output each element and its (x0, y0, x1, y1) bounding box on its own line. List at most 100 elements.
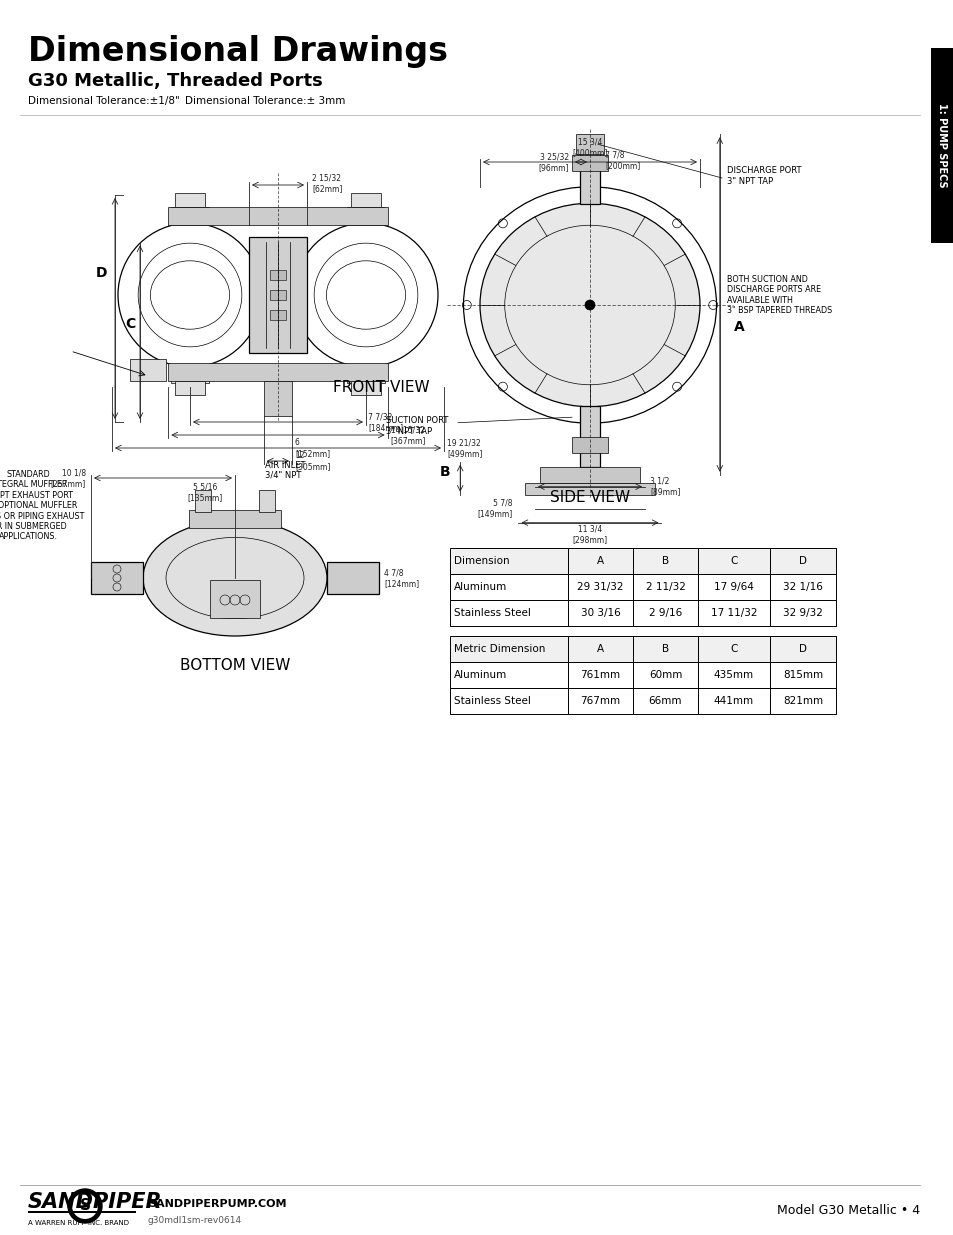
Text: A: A (597, 643, 603, 655)
Bar (270, 310, 286, 320)
Bar (270, 270, 286, 280)
Bar (769, 688, 835, 714)
Bar (579, 406, 599, 467)
Text: 3 1/2
[89mm]: 3 1/2 [89mm] (650, 477, 680, 496)
Bar (769, 662, 835, 688)
Bar (189, 510, 281, 529)
Bar (450, 636, 567, 662)
Text: B: B (661, 556, 668, 566)
Bar (567, 662, 633, 688)
Bar (450, 662, 567, 688)
Bar (567, 548, 633, 574)
Bar (450, 688, 567, 714)
Text: AIR INLET
3/4" NPT: AIR INLET 3/4" NPT (265, 461, 305, 480)
Text: Aluminum: Aluminum (454, 582, 507, 592)
Bar (769, 548, 835, 574)
Text: 7 7/32
[184mm]: 7 7/32 [184mm] (368, 412, 403, 432)
Bar (259, 490, 274, 513)
Bar (572, 437, 607, 453)
Text: Metric Dimension: Metric Dimension (454, 643, 545, 655)
Bar (347, 366, 385, 383)
Text: g30mdl1sm-rev0614: g30mdl1sm-rev0614 (148, 1216, 242, 1225)
Bar (171, 207, 209, 225)
Text: D: D (799, 643, 806, 655)
Bar (327, 562, 378, 594)
Text: 3 25/32
[96mm]: 3 25/32 [96mm] (537, 152, 568, 172)
Circle shape (585, 416, 594, 425)
Circle shape (497, 382, 507, 391)
Bar (698, 600, 769, 626)
Text: SIDE VIEW: SIDE VIEW (549, 490, 629, 505)
Text: SUCTION PORT
3" NPT TAP: SUCTION PORT 3" NPT TAP (386, 416, 449, 436)
Bar (698, 688, 769, 714)
Text: D: D (96, 267, 108, 280)
Text: 767mm: 767mm (579, 697, 619, 706)
Bar (567, 636, 633, 662)
Text: Stainless Steel: Stainless Steel (454, 608, 530, 618)
Bar (579, 143, 599, 204)
Text: BOTH SUCTION AND
DISCHARGE PORTS ARE
AVAILABLE WITH
3" BSP TAPERED THREADS: BOTH SUCTION AND DISCHARGE PORTS ARE AVA… (727, 275, 832, 315)
Bar (351, 382, 380, 395)
Text: 19 21/32
[499mm]: 19 21/32 [499mm] (447, 438, 482, 458)
Text: 10 1/8
[257mm]: 10 1/8 [257mm] (51, 468, 86, 488)
Text: 15 3/4
[400mm]: 15 3/4 [400mm] (572, 137, 607, 157)
Text: C: C (730, 643, 737, 655)
Bar (769, 636, 835, 662)
Text: D: D (799, 556, 806, 566)
Bar (539, 467, 639, 483)
Text: 29 31/32: 29 31/32 (577, 582, 623, 592)
Bar (264, 382, 292, 416)
Bar (930, 48, 953, 243)
Bar (169, 207, 387, 225)
Text: 815mm: 815mm (782, 671, 822, 680)
Bar (270, 290, 286, 300)
Bar (91, 562, 143, 594)
Bar (524, 483, 655, 495)
Text: 11 3/4
[298mm]: 11 3/4 [298mm] (572, 525, 607, 545)
Text: 1: PUMP SPECS: 1: PUMP SPECS (937, 104, 946, 188)
Text: S: S (79, 1198, 91, 1214)
Text: 435mm: 435mm (713, 671, 753, 680)
Text: 66mm: 66mm (648, 697, 681, 706)
Text: 12
[305mm]: 12 [305mm] (294, 451, 330, 471)
Text: 761mm: 761mm (579, 671, 619, 680)
Bar (698, 662, 769, 688)
Text: 60mm: 60mm (648, 671, 681, 680)
Circle shape (584, 300, 595, 310)
Text: 441mm: 441mm (713, 697, 753, 706)
Text: DISCHARGE PORT
3" NPT TAP: DISCHARGE PORT 3" NPT TAP (727, 167, 801, 185)
Text: 32 1/16: 32 1/16 (782, 582, 822, 592)
Text: STANDARD
INTEGRAL MUFFLER
3" NPT EXHAUST PORT
FOR OPTIONAL MUFFLER
STYLES OR PIP: STANDARD INTEGRAL MUFFLER 3" NPT EXHAUST… (0, 471, 84, 541)
Text: A: A (733, 320, 744, 333)
Text: B: B (661, 643, 668, 655)
Text: Dimensional Tolerance:± 3mm: Dimensional Tolerance:± 3mm (185, 96, 345, 106)
Bar (698, 574, 769, 600)
Text: A WARREN RUPP INC. BRAND: A WARREN RUPP INC. BRAND (28, 1220, 129, 1226)
Bar (633, 688, 698, 714)
Bar (567, 688, 633, 714)
Text: C: C (730, 556, 737, 566)
Bar (347, 207, 385, 225)
Bar (171, 366, 209, 383)
Ellipse shape (143, 520, 327, 636)
Text: 30 3/16: 30 3/16 (580, 608, 619, 618)
Bar (633, 548, 698, 574)
Bar (450, 574, 567, 600)
Text: 6
[152mm]: 6 [152mm] (294, 438, 330, 458)
Text: Dimensional Drawings: Dimensional Drawings (28, 35, 448, 68)
Text: 32 9/32: 32 9/32 (782, 608, 822, 618)
Text: 17 11/32: 17 11/32 (710, 608, 757, 618)
Bar (633, 662, 698, 688)
Text: 4 7/8
[124mm]: 4 7/8 [124mm] (384, 568, 418, 588)
Bar (174, 193, 205, 207)
Circle shape (672, 382, 680, 391)
Text: A: A (597, 556, 603, 566)
Circle shape (585, 185, 594, 194)
Bar (567, 600, 633, 626)
Text: 2 9/16: 2 9/16 (648, 608, 681, 618)
Text: G30 Metallic, Threaded Ports: G30 Metallic, Threaded Ports (28, 72, 322, 90)
Bar (194, 490, 211, 513)
Bar (169, 363, 387, 382)
Text: 17 9/64: 17 9/64 (713, 582, 753, 592)
Bar (567, 574, 633, 600)
